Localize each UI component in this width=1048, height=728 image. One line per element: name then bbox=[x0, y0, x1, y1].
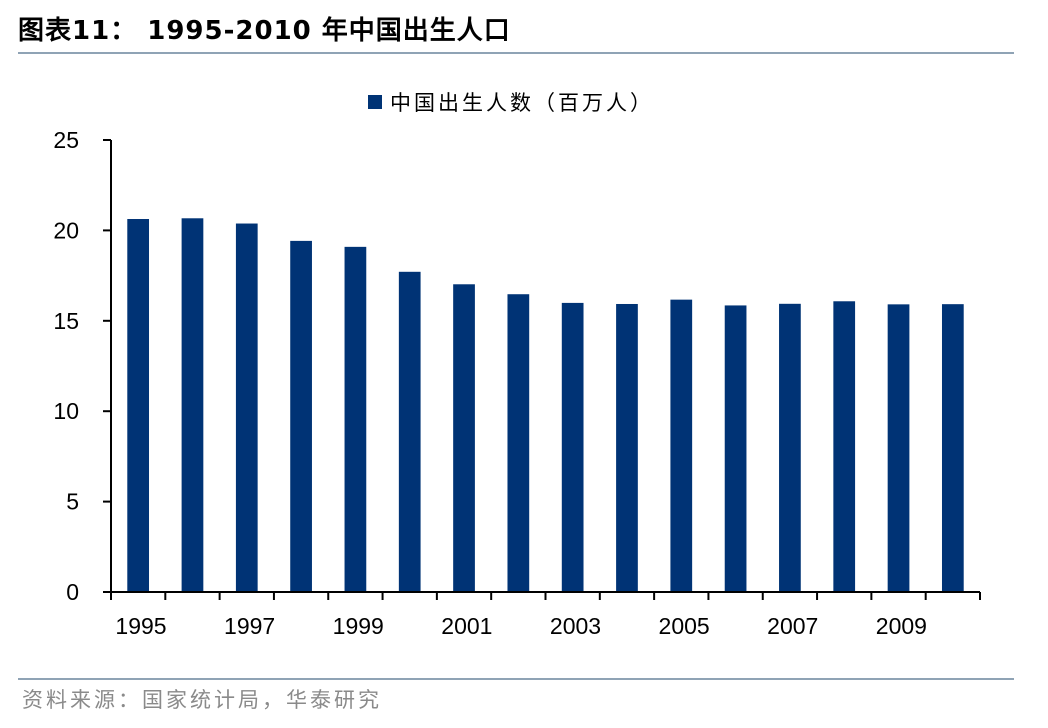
legend-swatch bbox=[368, 95, 382, 109]
x-tick-label: 2005 bbox=[659, 613, 710, 639]
bar-2004 bbox=[616, 303, 638, 592]
y-tick-label: 0 bbox=[66, 579, 79, 605]
bar-2007 bbox=[779, 303, 801, 592]
figure-title: 图表11： 1995-2010 年中国出生人口 bbox=[18, 16, 511, 46]
bar-2006 bbox=[724, 305, 747, 592]
y-tick-label: 20 bbox=[53, 217, 79, 243]
y-tick-label: 10 bbox=[53, 398, 79, 424]
x-tick-label: 1997 bbox=[224, 613, 275, 639]
legend-label: 中国出生人数（百万人） bbox=[390, 91, 654, 115]
bar-1997 bbox=[235, 223, 258, 592]
bar-1995 bbox=[127, 219, 150, 593]
bar-2000 bbox=[398, 271, 421, 592]
x-tick-label: 1999 bbox=[333, 613, 384, 639]
y-tick-label: 15 bbox=[53, 308, 79, 334]
bar-2005 bbox=[670, 299, 693, 592]
bar-2003 bbox=[561, 302, 584, 592]
x-tick-label: 2001 bbox=[441, 613, 492, 639]
bar-1996 bbox=[181, 218, 204, 592]
x-tick-label: 2007 bbox=[767, 613, 818, 639]
title-divider bbox=[18, 52, 1014, 54]
y-tick-label: 5 bbox=[66, 489, 79, 515]
source-note: 资料来源：国家统计局，华泰研究 bbox=[22, 688, 382, 712]
x-tick-label: 1995 bbox=[115, 613, 166, 639]
x-tick-label: 2003 bbox=[550, 613, 601, 639]
y-tick-label: 25 bbox=[53, 127, 79, 153]
bar-1999 bbox=[344, 246, 367, 593]
bar-2008 bbox=[833, 301, 856, 592]
bar-2002 bbox=[507, 294, 530, 592]
x-tick-label: 2009 bbox=[876, 613, 927, 639]
bar-1998 bbox=[290, 240, 312, 592]
bar-chart: 中国出生人数（百万人） 0 5 10 15 20 25 1995 1997 1999 2001 200… bbox=[53, 91, 981, 639]
source-divider bbox=[18, 678, 1014, 680]
bar-2001 bbox=[453, 284, 475, 592]
bar-2009 bbox=[887, 304, 910, 592]
bar-2010 bbox=[941, 304, 964, 592]
